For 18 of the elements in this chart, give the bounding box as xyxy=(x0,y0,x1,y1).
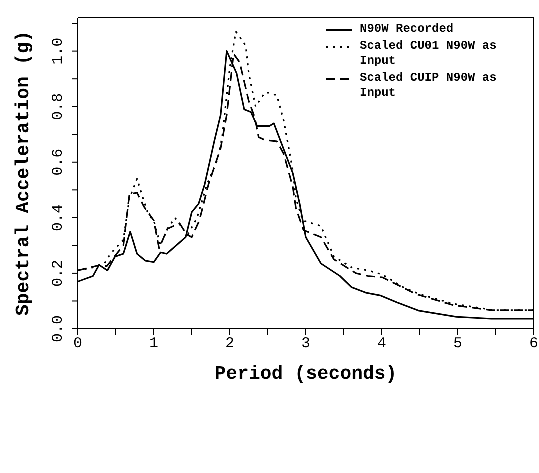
x-tick-label: 6 xyxy=(529,336,539,353)
legend-label: Scaled CUIP N90W as Input xyxy=(360,71,498,101)
y-tick-label: 0.6 xyxy=(50,148,67,176)
y-axis-title: Spectral Acceleration (g) xyxy=(12,30,35,316)
y-tick-label: 0.4 xyxy=(50,204,67,232)
y-tick-label: 0.8 xyxy=(50,93,67,120)
x-tick-label: 4 xyxy=(377,336,387,353)
x-tick-label: 0 xyxy=(73,336,83,353)
x-tick-label: 1 xyxy=(149,336,159,353)
y-tick-label: 0.0 xyxy=(50,315,67,343)
x-axis-title: Period (seconds) xyxy=(214,363,398,385)
legend-label: Scaled CU01 N90W as Input xyxy=(360,39,498,69)
x-tick-label: 5 xyxy=(453,336,463,353)
y-tick-label: 1.0 xyxy=(50,38,67,65)
legend-label: N90W Recorded xyxy=(360,22,455,37)
x-tick-label: 3 xyxy=(301,336,311,353)
x-tick-label: 2 xyxy=(225,336,235,353)
y-tick-label: 0.2 xyxy=(50,260,67,287)
